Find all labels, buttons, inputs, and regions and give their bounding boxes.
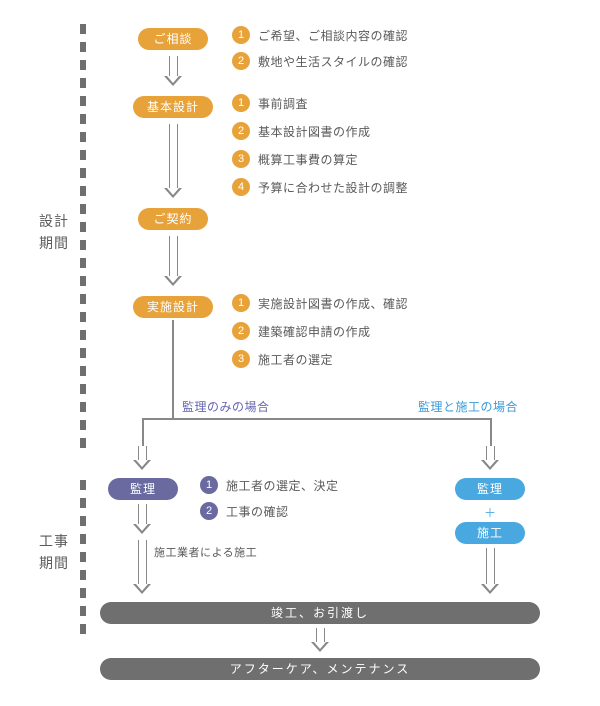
- bullet-text: 実施設計図書の作成、確認: [258, 295, 408, 312]
- arrow-down-icon: [481, 548, 499, 594]
- construction-period-line2: 期間: [39, 555, 69, 571]
- bullet-number: 1: [232, 294, 250, 312]
- design-period-bracket: [80, 24, 86, 456]
- completion-bar: 竣工、お引渡し: [100, 602, 540, 624]
- design-period-label: 設計 期間: [34, 210, 74, 254]
- construction-period-line1: 工事: [39, 533, 69, 549]
- bullet-number: 2: [200, 502, 218, 520]
- arrow-down-icon: [164, 236, 182, 286]
- bullet-number: 1: [232, 26, 250, 44]
- bullet-number: 3: [232, 350, 250, 368]
- design-period-line1: 設計: [39, 213, 69, 229]
- arrow-down-icon: [133, 540, 151, 594]
- arrow-down-icon: [164, 56, 182, 86]
- arrow-down-icon: [133, 446, 151, 470]
- bullet-text: 施工者の選定: [258, 351, 333, 368]
- stage-supervision-right: 監理: [455, 478, 525, 500]
- arrow-down-icon: [481, 446, 499, 470]
- bullet-number: 4: [232, 178, 250, 196]
- bullet-text: 工事の確認: [226, 503, 289, 520]
- contractor-note: 施工業者による施工: [154, 544, 257, 560]
- stage-supervision-left: 監理: [108, 478, 178, 500]
- bullet-number: 1: [232, 94, 250, 112]
- supervision-bullet-1: 1 施工者の選定、決定: [200, 476, 339, 494]
- basic-bullet-3: 3 概算工事費の算定: [232, 150, 358, 168]
- bullet-text: ご希望、ご相談内容の確認: [258, 27, 408, 44]
- basic-bullet-2: 2 基本設計図書の作成: [232, 122, 371, 140]
- stage-basic-design: 基本設計: [133, 96, 213, 118]
- bullet-text: 予算に合わせた設計の調整: [258, 179, 408, 196]
- bullet-number: 2: [232, 52, 250, 70]
- construction-period-bracket: [80, 480, 86, 642]
- bullet-number: 2: [232, 322, 250, 340]
- stage-consult: ご相談: [138, 28, 208, 50]
- stage-contract: ご契約: [138, 208, 208, 230]
- detail-bullet-1: 1 実施設計図書の作成、確認: [232, 294, 408, 312]
- basic-bullet-4: 4 予算に合わせた設計の調整: [232, 178, 408, 196]
- construction-period-label: 工事 期間: [34, 530, 74, 574]
- bullet-text: 施工者の選定、決定: [226, 477, 339, 494]
- bullet-text: 事前調査: [258, 95, 308, 112]
- consult-bullet-1: 1 ご希望、ご相談内容の確認: [232, 26, 408, 44]
- branch-left-drop: [142, 418, 144, 446]
- branch-horizontal: [142, 418, 492, 420]
- arrow-down-icon: [311, 628, 329, 652]
- arrow-down-icon: [133, 504, 151, 534]
- detail-bullet-2: 2 建築確認申請の作成: [232, 322, 371, 340]
- consult-bullet-2: 2 敷地や生活スタイルの確認: [232, 52, 408, 70]
- plus-icon: ＋: [455, 504, 525, 521]
- stage-construction-right: 施工: [455, 522, 525, 544]
- bullet-text: 建築確認申請の作成: [258, 323, 371, 340]
- bullet-text: 概算工事費の算定: [258, 151, 358, 168]
- bullet-number: 3: [232, 150, 250, 168]
- detail-bullet-3: 3 施工者の選定: [232, 350, 333, 368]
- bullet-number: 2: [232, 122, 250, 140]
- supervision-bullet-2: 2 工事の確認: [200, 502, 289, 520]
- basic-bullet-1: 1 事前調査: [232, 94, 308, 112]
- bullet-text: 基本設計図書の作成: [258, 123, 371, 140]
- stage-detail-design: 実施設計: [133, 296, 213, 318]
- branch-left-label: 監理のみの場合: [182, 398, 270, 415]
- bullet-number: 1: [200, 476, 218, 494]
- bullet-text: 敷地や生活スタイルの確認: [258, 53, 408, 70]
- aftercare-bar: アフターケア、メンテナンス: [100, 658, 540, 680]
- design-period-line2: 期間: [39, 235, 69, 251]
- branch-right-label: 監理と施工の場合: [418, 398, 518, 415]
- branch-stem: [172, 320, 174, 418]
- arrow-down-icon: [164, 124, 182, 198]
- branch-right-drop: [490, 418, 492, 446]
